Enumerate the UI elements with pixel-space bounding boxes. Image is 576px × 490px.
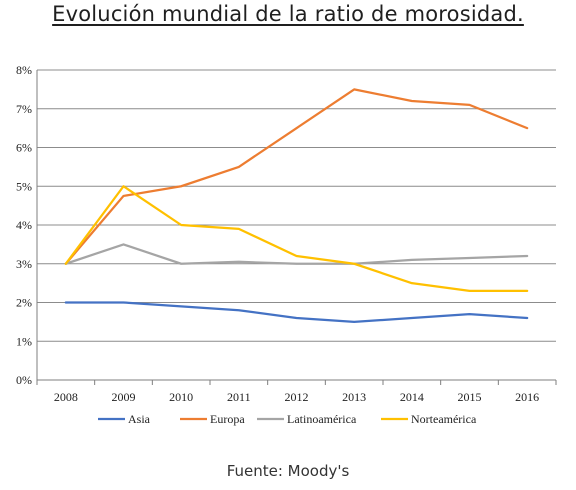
chart-title: Evolución mundial de la ratio de morosid… xyxy=(52,2,524,26)
x-tick-label: 2013 xyxy=(342,390,366,404)
y-tick-label: 4% xyxy=(16,218,32,232)
y-tick-label: 3% xyxy=(16,257,32,271)
y-tick-label: 7% xyxy=(16,102,32,116)
legend-label: Europa xyxy=(210,412,245,426)
x-tick-label: 2015 xyxy=(458,390,482,404)
series-layer xyxy=(64,88,529,324)
series-line-latinoam-rica xyxy=(64,243,529,265)
legend-label: Asia xyxy=(128,412,151,426)
source-note: Fuente: Moody's xyxy=(226,462,350,480)
series-line-europa xyxy=(64,88,529,265)
x-tick-label: 2014 xyxy=(400,390,424,404)
y-tick-label: 2% xyxy=(16,296,32,310)
y-tick-label: 5% xyxy=(16,179,32,193)
legend-label: Norteamérica xyxy=(411,412,477,426)
x-tick-label: 2009 xyxy=(112,390,136,404)
chart-area: 0% 1% 2% 3% 4% 5% 6% 7% 8% 2008 2009 2010 2011 2012 20… xyxy=(0,56,576,436)
legend: Asia Europa Latinoamérica Norteamérica xyxy=(98,412,477,426)
x-tick-label: 2011 xyxy=(227,390,251,404)
x-tick-label: 2008 xyxy=(54,390,78,404)
series-line-norteam-rica xyxy=(64,185,529,293)
axis-layer: 0% 1% 2% 3% 4% 5% 6% 7% 8% 2008 2009 2010 2011 2012 20… xyxy=(16,63,557,404)
x-tick-label: 2016 xyxy=(515,390,539,404)
y-tick-label: 0% xyxy=(16,373,32,387)
y-tick-label: 6% xyxy=(16,141,32,155)
line-chart: 0% 1% 2% 3% 4% 5% 6% 7% 8% 2008 2009 2010 2011 2012 20… xyxy=(16,63,557,426)
y-tick-label: 1% xyxy=(16,334,32,348)
legend-label: Latinoamérica xyxy=(287,412,357,426)
x-tick-label: 2012 xyxy=(285,390,309,404)
x-tick-label: 2010 xyxy=(169,390,193,404)
series-line-asia xyxy=(64,301,529,324)
grid-layer xyxy=(37,69,556,381)
y-tick-label: 8% xyxy=(16,63,32,77)
